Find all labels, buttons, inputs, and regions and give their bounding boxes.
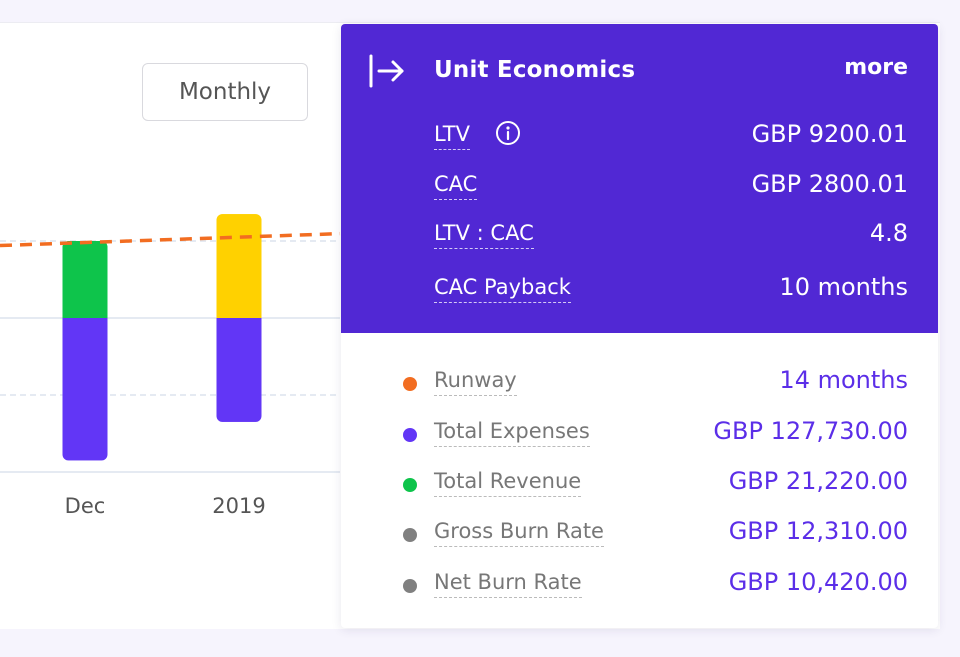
ue-value-ltv: GBP 9200.01 [751, 120, 908, 148]
x-tick-label: 2019 [212, 494, 265, 518]
ue-value-cac: GBP 2800.01 [751, 170, 908, 198]
unit-economics-title: Unit Economics [434, 57, 636, 83]
metric-value-total-expenses: GBP 127,730.00 [713, 417, 908, 445]
bar-total-expenses[interactable] [62, 318, 108, 461]
unit-economics-section: Unit Economics more LTV GBP 9200.01 CAC … [341, 24, 938, 333]
legend-dot [403, 579, 417, 593]
ue-value-ltv-cac: 4.8 [869, 219, 908, 247]
metric-row-total-expenses: Total Expenses GBP 127,730.00 [403, 417, 908, 453]
ue-row-ltv: LTV GBP 9200.01 [434, 120, 908, 156]
bar-total-expenses[interactable] [216, 318, 262, 422]
metric-row-gross-burn-rate: Gross Burn Rate GBP 12,310.00 [403, 517, 908, 553]
runway-trend-line [0, 231, 341, 248]
info-icon[interactable] [495, 120, 521, 146]
metric-row-net-burn-rate: Net Burn Rate GBP 10,420.00 [403, 568, 908, 604]
period-selector-label: Monthly [178, 79, 272, 105]
metric-value-total-revenue: GBP 21,220.00 [728, 467, 908, 495]
ue-label-cac[interactable]: CAC [434, 172, 478, 200]
ue-row-cac-payback: CAC Payback 10 months [434, 273, 908, 309]
legend-dot [403, 428, 417, 442]
collapse-arrow-icon[interactable] [367, 54, 407, 88]
metric-value-runway: 14 months [779, 366, 908, 394]
metric-label-gross-burn-rate[interactable]: Gross Burn Rate [434, 519, 604, 547]
ue-label-ltv[interactable]: LTV [434, 122, 471, 150]
metric-label-total-expenses[interactable]: Total Expenses [434, 419, 590, 447]
legend-dot [403, 478, 417, 492]
ue-label-ltv-cac[interactable]: LTV : CAC [434, 221, 534, 249]
ue-row-cac: CAC GBP 2800.01 [434, 170, 908, 206]
ue-label-cac-payback[interactable]: CAC Payback [434, 275, 571, 303]
metric-label-runway[interactable]: Runway [434, 368, 517, 396]
legend-dot [403, 528, 417, 542]
metric-label-net-burn-rate[interactable]: Net Burn Rate [434, 570, 582, 598]
x-tick-label: Dec [65, 494, 106, 518]
legend-dot [403, 377, 417, 391]
metric-value-gross-burn-rate: GBP 12,310.00 [728, 517, 908, 545]
more-link[interactable]: more [844, 55, 908, 80]
period-selector-button[interactable]: Monthly [142, 63, 308, 121]
metric-label-total-revenue[interactable]: Total Revenue [434, 469, 582, 497]
metric-row-runway: Runway 14 months [403, 366, 908, 402]
metric-row-total-revenue: Total Revenue GBP 21,220.00 [403, 467, 908, 503]
metric-value-net-burn-rate: GBP 10,420.00 [728, 568, 908, 596]
ue-row-ltv-cac: LTV : CAC 4.8 [434, 219, 908, 255]
bar-total-revenue[interactable] [62, 241, 108, 318]
bar-gross-burn-rate[interactable] [216, 214, 262, 318]
metrics-panel: Unit Economics more LTV GBP 9200.01 CAC … [341, 24, 938, 628]
ue-value-cac-payback: 10 months [779, 273, 908, 301]
